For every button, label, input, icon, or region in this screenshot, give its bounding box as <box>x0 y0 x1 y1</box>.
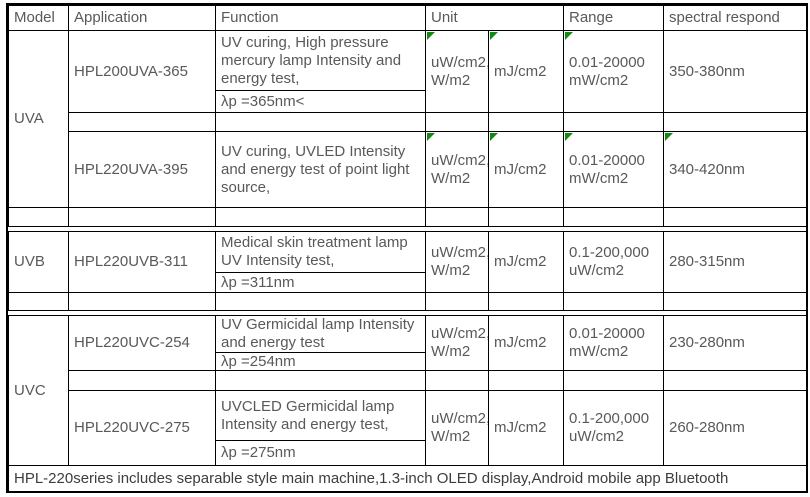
spacer-cell <box>215 370 426 391</box>
separator-cell <box>215 207 426 227</box>
spacer-cell <box>488 370 564 391</box>
spacer-cell <box>68 112 216 132</box>
spacer-cell <box>488 112 564 132</box>
separator-cell <box>68 292 216 311</box>
uva365-function-cell: UV curing, High pressure mercury lamp In… <box>215 30 426 91</box>
separator-cell <box>563 207 664 227</box>
uva395-application-cell: HPL220UVA-395 <box>68 131 216 208</box>
green-flag-icon <box>565 133 573 141</box>
separator-cell <box>8 292 69 311</box>
separator-cell <box>488 292 564 311</box>
uva365-spectral-cell: 350-380nm <box>663 30 807 113</box>
uva365-application-cell: HPL200UVA-365 <box>68 30 216 113</box>
uvc254-lambda-cell: λp =254nm <box>215 352 426 371</box>
uva365-range-cell: 0.01-20000 mW/cm2 <box>563 30 664 113</box>
uvc275-range-cell: 0.1-200,000 uW/cm2 <box>563 390 664 466</box>
uva395-unit-energy-cell: mJ/cm2 <box>488 131 564 208</box>
uvc254-function-cell: UV Germicidal lamp Intensity and energy … <box>215 315 426 353</box>
separator-cell <box>425 292 489 311</box>
uvc275-application-cell: HPL220UVC-275 <box>68 390 216 466</box>
uva395-range-cell: 0.01-20000 mW/cm2 <box>563 131 664 208</box>
uva365-lambda-cell: λp =365nm< <box>215 90 426 113</box>
spacer-cell <box>425 112 489 132</box>
uvc275-unit-irradiance-cell: uW/cm2, W/m2 <box>425 390 490 466</box>
green-flag-icon <box>490 133 498 141</box>
footer-note: HPL-220series includes separable style m… <box>8 465 807 492</box>
spacer-cell <box>663 370 807 391</box>
spacer-cell <box>215 112 426 132</box>
uva395-unit-irradiance-cell: uW/cm2, W/m2 <box>425 131 490 208</box>
uvc254-range-cell: 0.01-20000 mW/cm2 <box>563 315 664 371</box>
uva395-spectral-cell: 340-420nm <box>663 131 807 208</box>
spacer-cell <box>663 112 807 132</box>
spacer-cell <box>425 370 489 391</box>
spacer-cell <box>68 370 216 391</box>
separator-cell <box>563 292 664 311</box>
header-spectral-respond: spectral respond <box>663 5 807 31</box>
separator-cell <box>663 207 807 227</box>
uvb311-unit-irradiance-cell: uW/cm2, W/m2 <box>425 231 490 293</box>
green-flag-icon <box>565 32 573 40</box>
model-cell-uva: UVA <box>8 30 69 208</box>
green-flag-icon <box>427 32 435 40</box>
separator-cell <box>8 207 69 227</box>
uvb311-function-cell: Medical skin treatment lamp UV Intensity… <box>215 231 426 273</box>
uvc275-unit-energy-cell: mJ/cm2 <box>488 390 564 466</box>
uvb311-application-cell: HPL220UVB-311 <box>68 231 216 293</box>
uvc254-unit-energy-cell: mJ/cm2 <box>488 315 564 371</box>
uvc275-lambda-cell: λp =275nm <box>215 440 426 466</box>
separator-cell <box>425 207 489 227</box>
header-unit: Unit <box>425 5 564 31</box>
model-cell-uvb: UVB <box>8 231 69 293</box>
uva395-function-cell: UV curing, UVLED Intensity and energy te… <box>215 131 426 208</box>
uvb311-range-cell: 0.1-200,000 uW/cm2 <box>563 231 664 293</box>
green-flag-icon <box>490 32 498 40</box>
uvc254-unit-irradiance-cell: uW/cm2, W/m2 <box>425 315 490 371</box>
uva365-unit-energy-cell: mJ/cm2 <box>488 30 564 113</box>
spacer-cell <box>563 112 664 132</box>
green-flag-icon <box>427 133 435 141</box>
uvc254-spectral-cell: 230-280nm <box>663 315 807 371</box>
separator-cell <box>663 292 807 311</box>
uva365-unit-irradiance-cell: uW/cm2, W/m2 <box>425 30 490 113</box>
uvc275-spectral-cell: 260-280nm <box>663 390 807 466</box>
header-function: Function <box>215 5 426 31</box>
separator-cell <box>488 207 564 227</box>
uvc254-application-cell: HPL220UVC-254 <box>68 315 216 371</box>
model-cell-uvc: UVC <box>8 315 69 466</box>
green-flag-icon <box>665 133 673 141</box>
uvb311-unit-energy-cell: mJ/cm2 <box>488 231 564 293</box>
separator-cell <box>215 292 426 311</box>
spacer-cell <box>563 370 664 391</box>
separator-cell <box>68 207 216 227</box>
header-model: Model <box>8 5 69 31</box>
uvc275-function-cell: UVCLED Germicidal lamp Intensity and ene… <box>215 390 426 441</box>
uvb311-lambda-cell: λp =311nm <box>215 272 426 293</box>
header-range: Range <box>563 5 664 31</box>
uvb311-spectral-cell: 280-315nm <box>663 231 807 293</box>
header-application: Application <box>68 5 216 31</box>
table-outer-frame <box>6 3 808 493</box>
